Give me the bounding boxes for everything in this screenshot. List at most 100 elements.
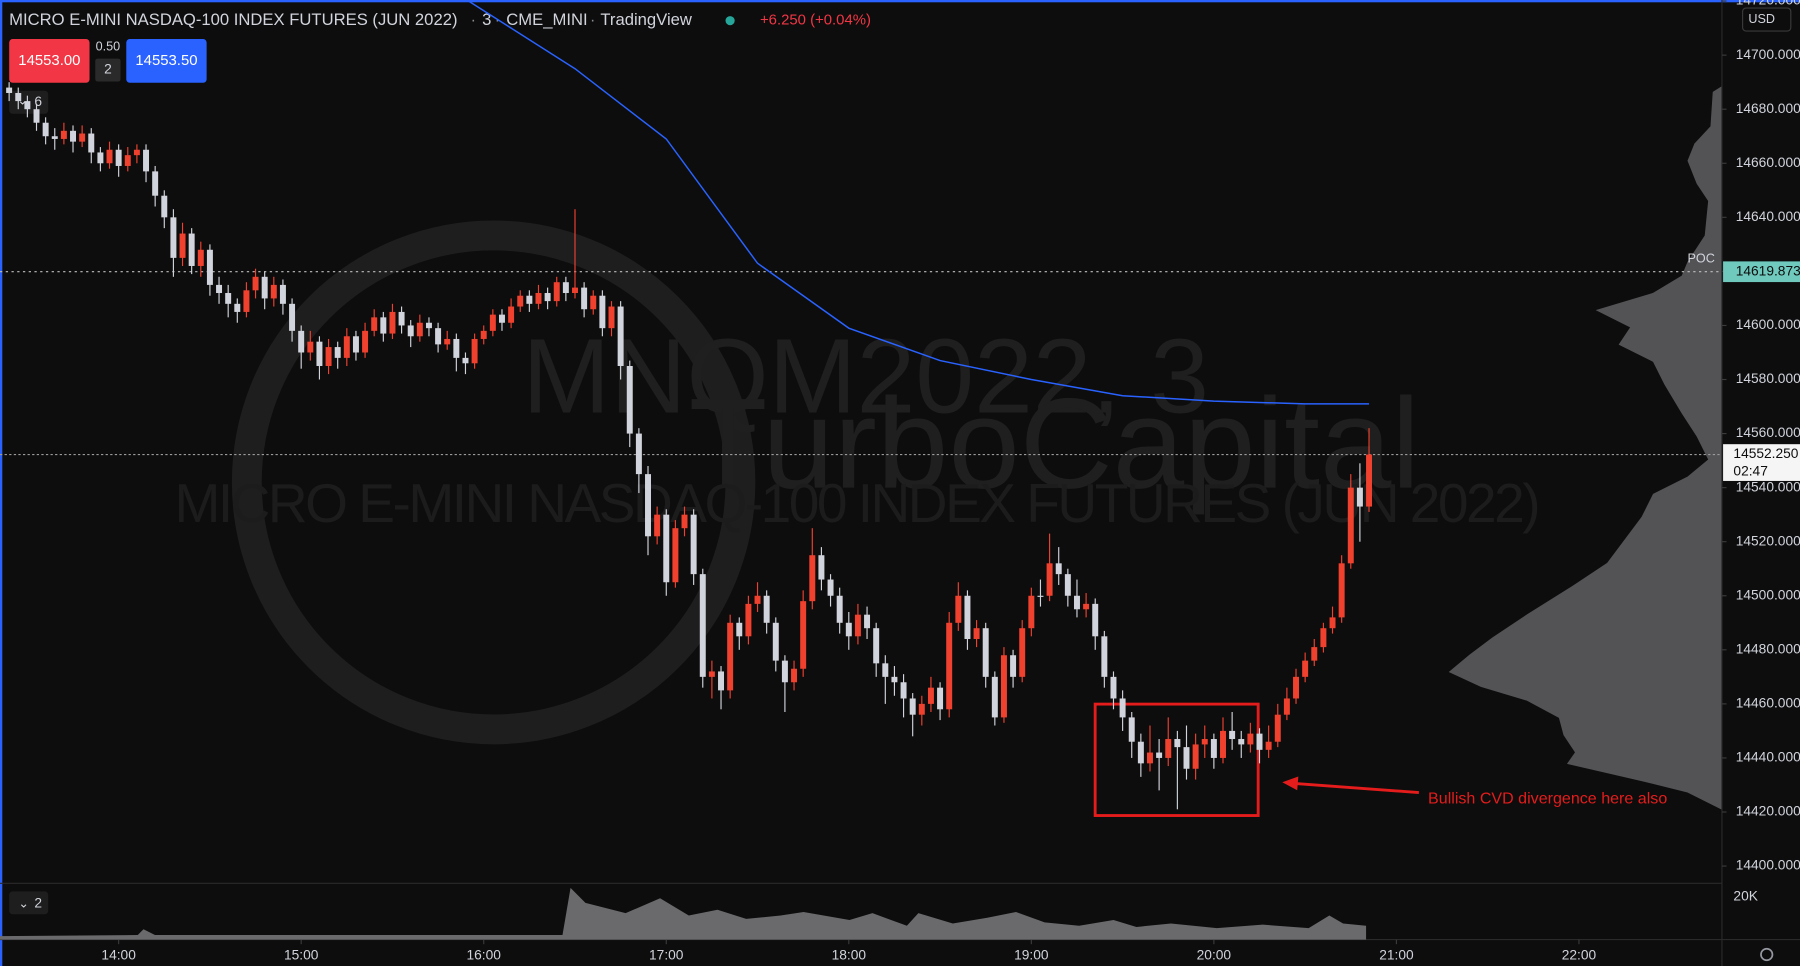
candle-body — [33, 109, 40, 123]
candle-body — [270, 284, 277, 299]
candle — [827, 574, 834, 607]
candle-body — [425, 322, 432, 329]
market-status-dot — [725, 16, 735, 26]
candle-body — [1073, 595, 1080, 610]
settings-gear[interactable] — [1760, 947, 1774, 962]
candle — [1137, 733, 1144, 777]
candle — [1165, 717, 1172, 767]
candle-body — [1046, 563, 1053, 596]
candle — [380, 311, 387, 342]
candle-body — [316, 341, 323, 366]
candle-body — [371, 317, 378, 331]
candle-body — [1137, 741, 1144, 764]
currency-selector[interactable]: USD — [1742, 7, 1792, 32]
candle-body — [389, 311, 396, 334]
separator: · — [590, 11, 595, 29]
candle — [791, 660, 798, 691]
candle — [508, 298, 515, 329]
candle-body — [900, 682, 907, 699]
candle — [663, 509, 670, 596]
candle — [234, 298, 241, 323]
candle-body — [982, 628, 989, 677]
candle — [298, 325, 305, 369]
candle-body — [1128, 717, 1135, 742]
candle-body — [845, 622, 852, 637]
candle-body — [955, 595, 962, 623]
candle — [590, 290, 597, 315]
candle-body — [991, 676, 998, 718]
sell-button[interactable] — [9, 39, 90, 83]
candle — [672, 520, 679, 588]
candle-body — [234, 303, 241, 312]
candle-body — [6, 87, 13, 93]
candle-body — [79, 133, 86, 142]
candle-body — [298, 330, 305, 353]
candle — [608, 301, 615, 337]
candle — [161, 190, 168, 229]
candle-body — [763, 595, 770, 623]
candle — [70, 125, 76, 153]
interval: 3 — [482, 10, 491, 29]
candle-body — [626, 365, 633, 434]
candle-body — [1293, 676, 1300, 699]
candle-body — [754, 595, 761, 604]
candle — [124, 147, 131, 172]
candle — [772, 617, 779, 672]
buy-button[interactable] — [126, 39, 207, 83]
candle — [389, 303, 396, 339]
candle — [754, 582, 761, 612]
settings-icon[interactable] — [1760, 947, 1774, 962]
quantity: 2 — [104, 62, 112, 77]
annotation-text: Bullish CVD divergence here also — [1428, 790, 1667, 808]
y-tick-label: 14560.000 — [1736, 425, 1800, 440]
y-tick-label: 14420.000 — [1736, 804, 1800, 819]
volume-toggle[interactable]: ⌄ 2 — [9, 891, 49, 915]
candle-body — [672, 528, 679, 583]
candle-body — [864, 614, 871, 629]
candle-body — [380, 317, 387, 334]
candle — [206, 244, 213, 296]
candle-body — [398, 311, 405, 326]
candle — [708, 660, 715, 699]
bid-price: 14553.00 — [18, 52, 80, 69]
currency-box[interactable] — [1742, 7, 1792, 32]
candle — [864, 606, 871, 640]
candle — [398, 306, 405, 334]
x-tick-label: 14:00 — [101, 947, 136, 962]
candle — [617, 301, 624, 380]
candle — [562, 276, 569, 302]
candle — [1329, 606, 1336, 634]
candle — [635, 428, 642, 494]
watermark: MNQM2022, 3 TurboCapital MICRO E-MINI NA… — [174, 220, 1541, 745]
volume-histogram — [0, 887, 1367, 940]
candle — [900, 674, 907, 718]
volume-toggle-box[interactable] — [9, 891, 49, 915]
candle-body — [1283, 698, 1290, 715]
candle — [1247, 722, 1254, 753]
candle-body — [1110, 676, 1117, 699]
candle-body — [1174, 739, 1181, 748]
y-tick-label: 14400.000 — [1736, 858, 1800, 873]
candle — [462, 352, 469, 375]
candle-body — [1229, 730, 1236, 740]
candle-body — [161, 195, 168, 218]
candle-body — [252, 276, 259, 291]
candle-body — [1055, 563, 1062, 575]
y-tick-label: 14540.000 — [1736, 479, 1800, 494]
candle-body — [1210, 739, 1217, 758]
candle-body — [1083, 603, 1090, 610]
candle-body — [352, 336, 359, 353]
y-tick-label: 14680.000 — [1736, 101, 1800, 116]
y-tick-label: 14660.000 — [1736, 155, 1800, 170]
y-tick-label: 14480.000 — [1736, 641, 1800, 656]
candle — [973, 620, 980, 648]
candle — [453, 333, 460, 372]
poc-price: 14619.873 — [1736, 263, 1800, 278]
symbol-title: MICRO E-MINI NASDAQ-100 INDEX FUTURES (J… — [9, 10, 457, 29]
quantity-box[interactable] — [95, 58, 121, 82]
candle-body — [1238, 739, 1245, 745]
candle — [937, 682, 944, 721]
candle — [836, 587, 843, 634]
candle-body — [1064, 574, 1071, 596]
